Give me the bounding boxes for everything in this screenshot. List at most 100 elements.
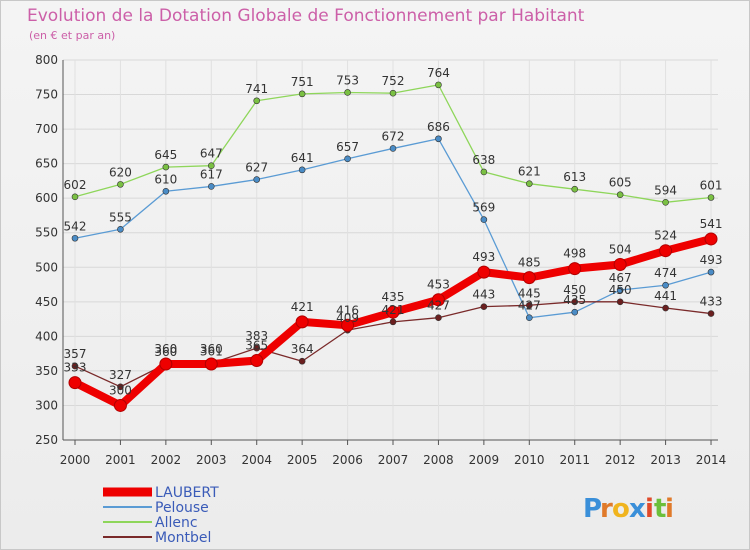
y-tick-label: 350 — [35, 364, 58, 378]
y-tick-label: 750 — [35, 88, 58, 102]
data-label-montbel: 445 — [518, 286, 541, 300]
data-label-montbel: 361 — [200, 344, 223, 358]
data-point-pelouse — [480, 216, 488, 223]
data-point-laubert — [386, 305, 400, 319]
data-label-allenc: 741 — [245, 82, 268, 96]
y-tick-label: 300 — [35, 398, 58, 412]
data-point-allenc — [207, 162, 215, 170]
data-point-montbel — [571, 298, 579, 306]
data-point-laubert — [613, 258, 627, 272]
data-label-allenc: 613 — [563, 170, 586, 184]
data-point-pelouse — [616, 286, 624, 294]
data-label-allenc: 764 — [427, 66, 450, 80]
data-label-allenc: 645 — [154, 148, 177, 162]
data-label-allenc: 751 — [291, 75, 314, 89]
data-point-allenc — [662, 199, 669, 206]
data-point-pelouse — [162, 187, 170, 195]
data-point-laubert — [295, 315, 309, 329]
data-label-allenc: 605 — [609, 176, 632, 190]
logo-letter: i — [645, 494, 654, 524]
data-point-laubert — [68, 376, 82, 390]
data-label-montbel: 441 — [654, 289, 677, 303]
data-label-laubert: 435 — [382, 290, 405, 304]
data-point-laubert — [477, 265, 491, 279]
data-point-allenc — [435, 81, 442, 89]
data-point-pelouse — [525, 314, 533, 322]
logo-letter: t — [654, 494, 666, 524]
logo-letter: r — [600, 494, 613, 524]
x-tick-label: 2008 — [423, 453, 454, 467]
data-label-pelouse: 641 — [291, 151, 314, 165]
data-label-montbel: 450 — [563, 283, 586, 297]
data-label-laubert: 416 — [336, 303, 359, 317]
data-point-allenc — [71, 193, 79, 201]
data-label-allenc: 594 — [654, 183, 677, 197]
y-tick-label: 700 — [35, 122, 58, 136]
legend-label-montbel: Montbel — [155, 530, 211, 546]
data-point-montbel — [389, 318, 397, 326]
data-point-pelouse — [71, 234, 79, 242]
data-label-pelouse: 467 — [609, 271, 632, 285]
data-point-montbel — [662, 304, 669, 312]
data-point-montbel — [435, 314, 442, 322]
logo-letter: i — [665, 494, 674, 524]
data-label-allenc: 753 — [336, 73, 359, 87]
data-point-allenc — [298, 90, 306, 98]
data-label-allenc: 601 — [700, 178, 723, 192]
x-tick-label: 2003 — [196, 453, 227, 467]
data-point-allenc — [616, 191, 624, 199]
y-tick-label: 650 — [35, 157, 58, 171]
data-point-allenc — [480, 168, 488, 176]
data-label-laubert: 541 — [700, 217, 723, 231]
data-point-laubert — [431, 293, 445, 307]
legend-label-laubert: LAUBERT — [155, 485, 219, 501]
data-label-allenc: 752 — [382, 74, 405, 88]
y-tick-label: 600 — [35, 191, 58, 205]
data-point-laubert — [159, 357, 173, 371]
data-label-pelouse: 427 — [518, 299, 541, 313]
y-tick-label: 500 — [35, 260, 58, 274]
y-tick-label: 450 — [35, 295, 58, 309]
data-point-allenc — [253, 97, 261, 105]
data-point-pelouse — [298, 166, 306, 174]
x-tick-label: 2007 — [378, 453, 409, 467]
data-label-montbel: 383 — [245, 329, 268, 343]
legend-label-pelouse: Pelouse — [155, 500, 209, 516]
data-label-laubert: 453 — [427, 278, 450, 292]
x-tick-label: 2002 — [151, 453, 182, 467]
data-label-pelouse: 474 — [654, 266, 677, 280]
data-label-montbel: 450 — [609, 283, 632, 297]
data-label-montbel: 427 — [427, 299, 450, 313]
data-label-pelouse: 610 — [154, 172, 177, 186]
y-tick-label: 800 — [35, 53, 58, 67]
data-point-laubert — [204, 357, 218, 371]
data-label-montbel: 421 — [382, 303, 405, 317]
data-label-montbel: 443 — [472, 288, 495, 302]
x-tick-label: 2013 — [650, 453, 681, 467]
chart-title: Evolution de la Dotation Globale de Fonc… — [27, 6, 585, 26]
data-point-pelouse — [662, 281, 669, 289]
data-label-laubert: 504 — [609, 243, 632, 257]
data-point-laubert — [568, 262, 582, 276]
data-label-pelouse: 493 — [700, 253, 723, 267]
x-tick-label: 2011 — [559, 453, 590, 467]
y-tick-label: 400 — [35, 329, 58, 343]
data-point-allenc — [525, 180, 533, 187]
data-label-pelouse: 435 — [563, 293, 586, 307]
data-label-laubert: 365 — [245, 339, 268, 353]
data-label-laubert: 493 — [472, 250, 495, 264]
data-point-montbel — [298, 357, 306, 365]
x-tick-label: 2009 — [469, 453, 500, 467]
data-point-montbel — [480, 303, 488, 310]
data-point-laubert — [341, 318, 355, 332]
data-point-pelouse — [435, 135, 442, 143]
data-label-pelouse: 617 — [200, 167, 223, 181]
data-point-montbel — [71, 362, 79, 370]
data-point-laubert — [659, 244, 673, 258]
legend-label-allenc: Allenc — [155, 515, 198, 531]
data-point-pelouse — [707, 268, 715, 276]
data-label-pelouse: 569 — [472, 201, 495, 215]
data-point-laubert — [704, 232, 718, 246]
